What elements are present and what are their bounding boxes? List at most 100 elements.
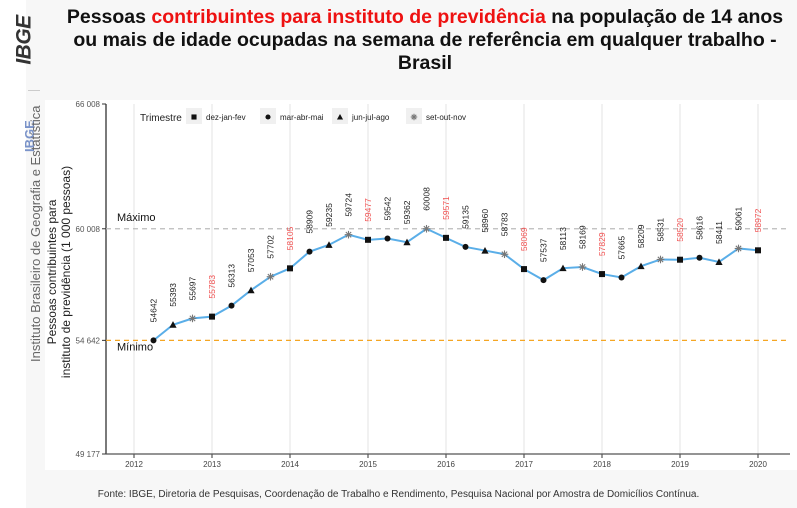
- asterisk-stroke: [189, 315, 196, 322]
- x-tick-label: 2015: [359, 460, 377, 469]
- triangle-marker: [637, 262, 645, 270]
- series: [150, 224, 761, 344]
- x-tick-label: 2018: [593, 460, 611, 469]
- reference-lines: Máximo Mínimo: [106, 212, 790, 353]
- data-label: 59362: [402, 200, 412, 224]
- square-marker: [191, 114, 197, 120]
- triangle-marker: [559, 264, 567, 272]
- data-label: 57665: [617, 236, 627, 260]
- y-axis-title-line-1: Pessoas contribuintes para: [45, 199, 59, 344]
- asterisk-stroke: [501, 251, 508, 258]
- triangle-marker: [403, 238, 411, 246]
- triangle-marker: [247, 286, 255, 294]
- asterisk-stroke: [411, 114, 417, 120]
- source-footer: Fonte: IBGE, Diretoria de Pesquisas, Coo…: [97, 489, 700, 500]
- data-label: 55697: [188, 277, 198, 301]
- data-label: 58616: [695, 216, 705, 240]
- x-tick-label: 2019: [671, 460, 689, 469]
- grid: [133, 104, 759, 454]
- data-label: 58531: [656, 218, 666, 242]
- x-tick-label: 2014: [281, 460, 299, 469]
- circle-marker: [696, 254, 703, 261]
- data-label: 59724: [344, 193, 354, 217]
- legend-label: mar-abr-mai: [280, 113, 324, 122]
- square-marker: [755, 247, 761, 254]
- triangle-marker: [715, 258, 723, 265]
- asterisk-stroke: [735, 245, 742, 252]
- data-label: 58105: [285, 226, 295, 250]
- data-label: 58411: [714, 221, 724, 244]
- data-label: 58909: [305, 210, 315, 234]
- legend: Trimestre dez-jan-fev mar-abr-mai jun-jul-a…: [140, 108, 466, 124]
- data-label: 56313: [227, 264, 237, 288]
- circle-marker: [384, 235, 391, 242]
- asterisk-stroke: [657, 256, 664, 263]
- legend-title: Trimestre: [140, 113, 182, 124]
- logo-divider: [28, 90, 40, 91]
- data-label: 59477: [363, 198, 373, 222]
- data-labels: 54642 55393 55697 55783 56313 57053 57702 58105…: [149, 187, 764, 322]
- data-label: 57537: [539, 238, 549, 262]
- triangle-marker: [325, 241, 333, 248]
- square-marker: [521, 266, 527, 273]
- data-label: 58972: [753, 208, 763, 232]
- legend-label: set-out-nov: [426, 113, 466, 122]
- circle-marker: [228, 302, 235, 309]
- left-margin: [0, 0, 26, 508]
- x-tick-label: 2013: [203, 460, 221, 469]
- x-tick-label: 2016: [437, 460, 455, 469]
- asterisk-marker: [734, 244, 743, 253]
- x-tick-label: 2017: [515, 460, 533, 469]
- data-label: 58113: [558, 227, 568, 250]
- data-label: 57829: [597, 232, 607, 256]
- legend-label: jun-jul-ago: [351, 113, 390, 122]
- circle-marker: [462, 243, 469, 250]
- data-label: 59135: [461, 205, 471, 229]
- triangle-marker: [169, 321, 177, 328]
- data-label: 58209: [636, 224, 646, 248]
- triangle-marker: [336, 113, 344, 120]
- x-tick-label: 2012: [125, 460, 143, 469]
- y-tick-label: 66 008: [76, 100, 101, 109]
- data-label: 58960: [480, 209, 490, 233]
- series-line: [152, 227, 759, 342]
- data-label: 58069: [519, 227, 529, 251]
- square-marker: [443, 234, 449, 241]
- data-label: 54642: [149, 298, 159, 322]
- circle-marker: [265, 114, 271, 120]
- square-marker: [599, 271, 605, 278]
- asterisk-stroke: [579, 263, 586, 271]
- plot-panel: [45, 100, 797, 470]
- asterisk-stroke: [267, 273, 274, 280]
- y-axis-title-line-2: instituto de previdência (1 000 pessoas): [59, 166, 73, 378]
- asterisk-marker: [656, 255, 665, 264]
- asterisk-stroke: [345, 231, 352, 238]
- asterisk-marker: [578, 263, 587, 271]
- axes: 2012 2013 2014 2015 2016 2017 2018 2019 2020 49 1…: [76, 100, 790, 469]
- data-label: 55393: [168, 283, 178, 307]
- data-label: 59571: [441, 196, 451, 220]
- y-tick-label: 60 008: [76, 225, 101, 234]
- asterisk-marker: [188, 314, 197, 323]
- asterisk-marker: [500, 250, 509, 259]
- circle-marker: [150, 337, 157, 344]
- x-tick-label: 2020: [749, 460, 767, 469]
- triangle-marker: [481, 246, 489, 254]
- square-marker: [287, 265, 293, 272]
- circle-marker: [618, 274, 625, 281]
- reference-line-label: Máximo: [117, 212, 156, 224]
- square-marker: [677, 256, 683, 263]
- chart-title: Pessoas contribuintes para instituto de …: [60, 6, 790, 75]
- data-label: 59542: [383, 197, 393, 221]
- asterisk-marker: [344, 230, 353, 239]
- data-label: 57702: [266, 235, 276, 259]
- data-label: 55783: [207, 275, 217, 299]
- asterisk-marker: [410, 113, 418, 121]
- y-tick-label: 49 177: [76, 450, 101, 459]
- circle-marker: [306, 248, 313, 255]
- asterisk-stroke: [423, 225, 430, 232]
- data-label: 58169: [578, 225, 588, 249]
- title-highlight: contribuintes para instituto de previdên…: [151, 6, 546, 28]
- title-part-2: na população de 14 anos ou mais de idade…: [73, 6, 784, 74]
